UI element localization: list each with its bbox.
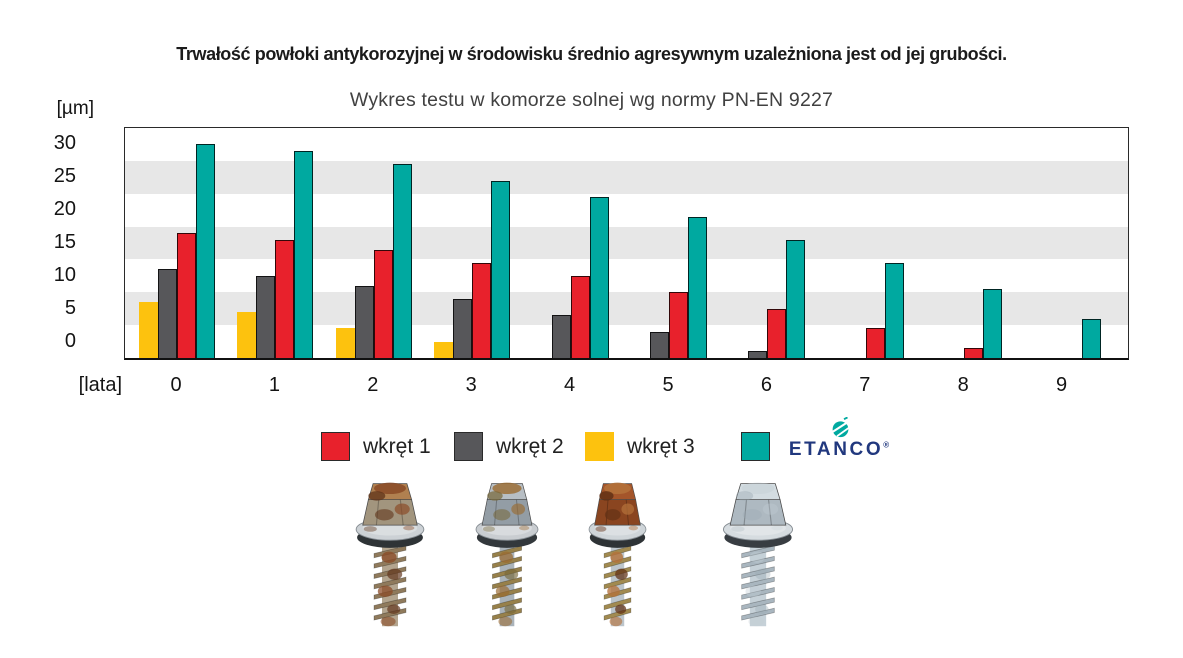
bar-wkręt-1-year-8	[964, 348, 984, 358]
bar-ETANCO-year-5	[688, 216, 707, 358]
bar-wkręt-1-year-2	[373, 249, 393, 358]
y-tick-label: 5	[64, 296, 76, 319]
etanco-swirl-icon	[832, 417, 850, 438]
chart-title: Trwałość powłoki antykorozyjnej w środow…	[176, 44, 1007, 64]
screw-photo-2	[464, 477, 550, 630]
bar-ETANCO-year-3	[491, 180, 511, 358]
bar-wkręt-3-year-0	[139, 302, 158, 358]
x-tick-label: 3	[465, 374, 477, 396]
bar-wkręt-2-year-0	[158, 269, 177, 358]
legend-label: wkręt 1	[363, 435, 431, 458]
x-tick-label: 2	[367, 374, 379, 396]
x-tick-label: 5	[662, 374, 674, 396]
legend-swatch	[321, 432, 350, 461]
x-tick-label: 1	[268, 374, 280, 396]
x-tick-label: 9	[1056, 374, 1068, 396]
y-tick-label: 10	[53, 263, 76, 286]
bar-wkręt-3-year-1	[237, 312, 257, 358]
x-tick-label: 0	[170, 374, 182, 396]
bar-wkręt-2-year-4	[551, 315, 571, 358]
chart-subtitle: Wykres testu w komorze solnej wg normy P…	[349, 89, 834, 111]
bar-wkręt-1-year-0	[177, 233, 196, 358]
x-axis-unit-label: [lata]	[78, 374, 122, 396]
bar-ETANCO-year-7	[884, 262, 904, 358]
y-tick-label: 25	[53, 165, 76, 188]
bar-ETANCO-year-1	[294, 151, 314, 358]
bar-wkręt-1-year-1	[275, 239, 295, 358]
y-tick-label: 30	[53, 132, 76, 155]
screw-photo-1	[343, 477, 437, 630]
bar-wkręt-2-year-6	[748, 351, 768, 358]
bar-wkręt-3-year-3	[434, 341, 454, 358]
legend-swatch	[585, 432, 614, 461]
screw-photo-3	[578, 477, 657, 630]
grid-band	[125, 160, 1128, 194]
etanco-wordmark: ETANCO®	[784, 439, 894, 461]
legend-label: wkręt 3	[627, 435, 695, 458]
grid-band	[125, 193, 1128, 227]
y-tick-label: 0	[64, 329, 76, 352]
bar-ETANCO-year-0	[196, 144, 215, 358]
bar-ETANCO-year-2	[392, 164, 412, 358]
x-tick-label: 6	[760, 374, 772, 396]
bar-wkręt-2-year-2	[354, 285, 374, 358]
x-tick-label: 7	[859, 374, 871, 396]
y-tick-label: 15	[53, 231, 76, 253]
grid-band	[125, 128, 1128, 161]
bar-ETANCO-year-9	[1081, 318, 1101, 358]
bar-ETANCO-year-4	[589, 197, 609, 358]
bar-wkręt-1-year-6	[767, 308, 787, 358]
bar-ETANCO-year-6	[786, 239, 806, 358]
registered-mark: ®	[883, 440, 890, 450]
bar-ETANCO-year-8	[983, 289, 1003, 358]
y-tick-label: 20	[53, 198, 76, 221]
bar-wkręt-1-year-3	[472, 262, 492, 358]
bar-wkręt-2-year-1	[256, 275, 276, 358]
bar-wkręt-3-year-2	[335, 328, 355, 358]
etanco-logo: ETANCO®	[784, 417, 894, 461]
legend-label: wkręt 2	[496, 435, 564, 458]
bar-wkręt-1-year-4	[570, 275, 590, 358]
bar-wkręt-1-year-5	[669, 292, 688, 358]
plot-area	[124, 127, 1129, 360]
y-axis-unit-label: [µm]	[56, 98, 94, 119]
bar-wkręt-2-year-5	[650, 331, 669, 358]
legend-swatch	[741, 432, 770, 461]
bar-wkręt-2-year-3	[453, 298, 473, 358]
bar-wkręt-1-year-7	[865, 328, 885, 358]
legend-swatch	[454, 432, 483, 461]
x-tick-label: 8	[957, 374, 969, 396]
x-tick-label: 4	[564, 374, 576, 396]
screw-photo-4	[710, 477, 806, 630]
etanco-text: ETANCO	[788, 439, 884, 460]
